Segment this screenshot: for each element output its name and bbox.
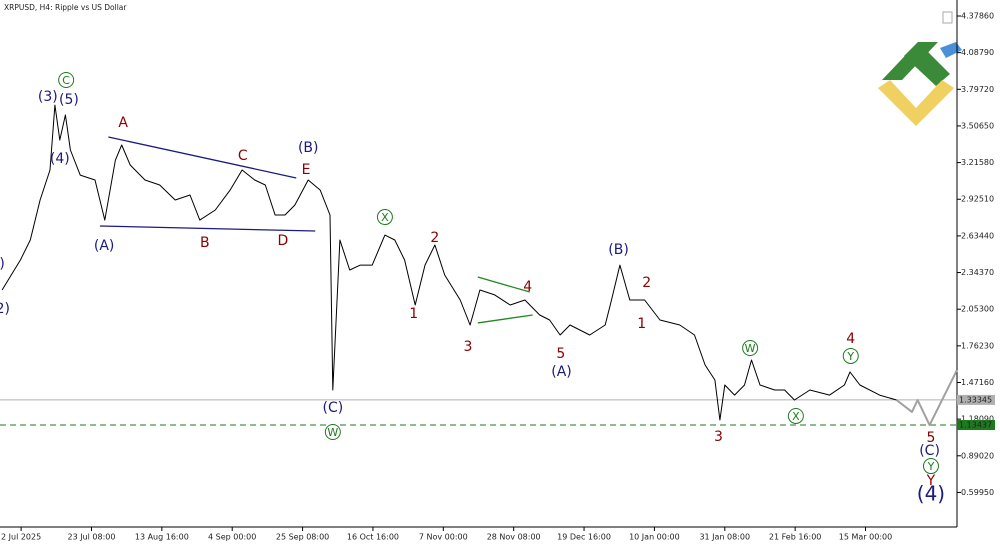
wave-label: (C) <box>322 400 343 416</box>
wave-label: X <box>381 211 389 224</box>
trendline <box>108 136 297 179</box>
y-tick-label: 3.50650 <box>961 121 994 130</box>
x-tick-label: 25 Sep 08:00 <box>276 533 329 542</box>
y-tick-label: 4.37860 <box>961 11 994 20</box>
wave-label: 2) <box>0 301 10 317</box>
wave-label: (C) <box>919 443 940 459</box>
price-label-box <box>957 394 995 405</box>
y-tick-label: 4.08790 <box>961 48 994 57</box>
wave-label: ) <box>0 256 5 272</box>
x-tick-label: 15 Mar 00:00 <box>839 533 892 542</box>
x-tick-label: 31 Jan 08:00 <box>699 533 750 542</box>
wave-label: W <box>745 342 756 355</box>
wave-label: Y <box>926 473 936 489</box>
price-label-box <box>957 420 995 431</box>
x-tick-label: 19 Dec 16:00 <box>557 533 611 542</box>
price-label: 1.33345 <box>959 395 992 404</box>
wave-circle <box>922 458 939 475</box>
wave-circle <box>787 407 804 424</box>
price-line <box>895 369 958 427</box>
wave-label: 1 <box>409 306 418 322</box>
wave-label: 4 <box>846 331 855 347</box>
wave-label: B <box>200 235 210 251</box>
wave-label: (4) <box>50 151 70 167</box>
wave-label: (5) <box>59 92 79 108</box>
wave-label: (4) <box>917 482 945 506</box>
y-tick-label: 2.34370 <box>961 268 994 277</box>
y-tick-label: 2.05300 <box>961 305 994 314</box>
wave-label: E <box>302 162 311 178</box>
y-tick-label: 0.59950 <box>961 488 994 497</box>
y-tick-label: 2.63440 <box>961 231 994 240</box>
wave-label: (B) <box>608 242 629 258</box>
wave-circle <box>376 209 393 226</box>
trendline <box>477 276 531 293</box>
trendline <box>477 314 533 324</box>
logo-green <box>904 42 950 86</box>
price-label: 1.13437 <box>959 421 992 430</box>
logo-yellow <box>878 80 954 126</box>
wave-circle <box>742 340 759 357</box>
x-tick-label: 21 Feb 16:00 <box>769 533 821 542</box>
wave-label: A <box>118 115 128 131</box>
wave-label: 1 <box>637 316 646 332</box>
y-tick-label: 0.89020 <box>961 451 994 460</box>
wave-circle <box>324 423 341 440</box>
wave-label: 2 <box>642 275 651 291</box>
wave-label: 3 <box>463 339 472 355</box>
wave-label: Y <box>846 350 854 363</box>
wave-label: X <box>792 410 800 423</box>
logo <box>878 42 962 126</box>
y-tick-label: 1.47160 <box>961 378 994 387</box>
wave-label: 3 <box>714 429 723 445</box>
wave-circle <box>842 347 859 364</box>
x-tick-label: 13 Aug 16:00 <box>135 533 189 542</box>
y-tick-label: 3.79720 <box>961 85 994 94</box>
panel-icon <box>942 11 953 24</box>
wave-label: 2 <box>430 230 439 246</box>
wave-circle <box>58 71 75 88</box>
wave-label: Y <box>927 460 935 473</box>
y-tick-label: 2.92510 <box>961 195 994 204</box>
x-tick-label: 28 Nov 08:00 <box>487 533 541 542</box>
wave-label: W <box>327 426 338 439</box>
wave-label: C <box>62 74 70 87</box>
x-tick-label: 4 Sep 00:00 <box>208 533 256 542</box>
y-tick-label: 1.18090 <box>961 415 994 424</box>
wave-label: C <box>238 148 248 164</box>
wave-label: (A) <box>94 238 115 254</box>
x-tick-label: 16 Oct 16:00 <box>347 533 399 542</box>
wave-label: (3) <box>38 89 58 105</box>
y-tick-label: 1.76230 <box>961 341 994 350</box>
x-tick-label: 10 Jan 00:00 <box>629 533 680 542</box>
wave-label: 5 <box>556 346 565 362</box>
y-tick-label: 3.21580 <box>961 158 994 167</box>
trendline <box>99 225 316 232</box>
wave-label: D <box>277 233 288 249</box>
x-tick-label: 23 Jul 08:00 <box>67 533 115 542</box>
wave-label: 5 <box>927 430 936 446</box>
x-tick-label: 7 Nov 00:00 <box>419 533 468 542</box>
wave-label: (A) <box>551 364 572 380</box>
wave-label: (B) <box>298 140 319 156</box>
x-tick-label: 2 Jul 2025 <box>1 533 41 542</box>
wave-label: 4 <box>523 279 532 295</box>
price-line <box>1 104 897 421</box>
chart-title: XRPUSD, H4: Ripple vs US Dollar <box>4 3 127 12</box>
